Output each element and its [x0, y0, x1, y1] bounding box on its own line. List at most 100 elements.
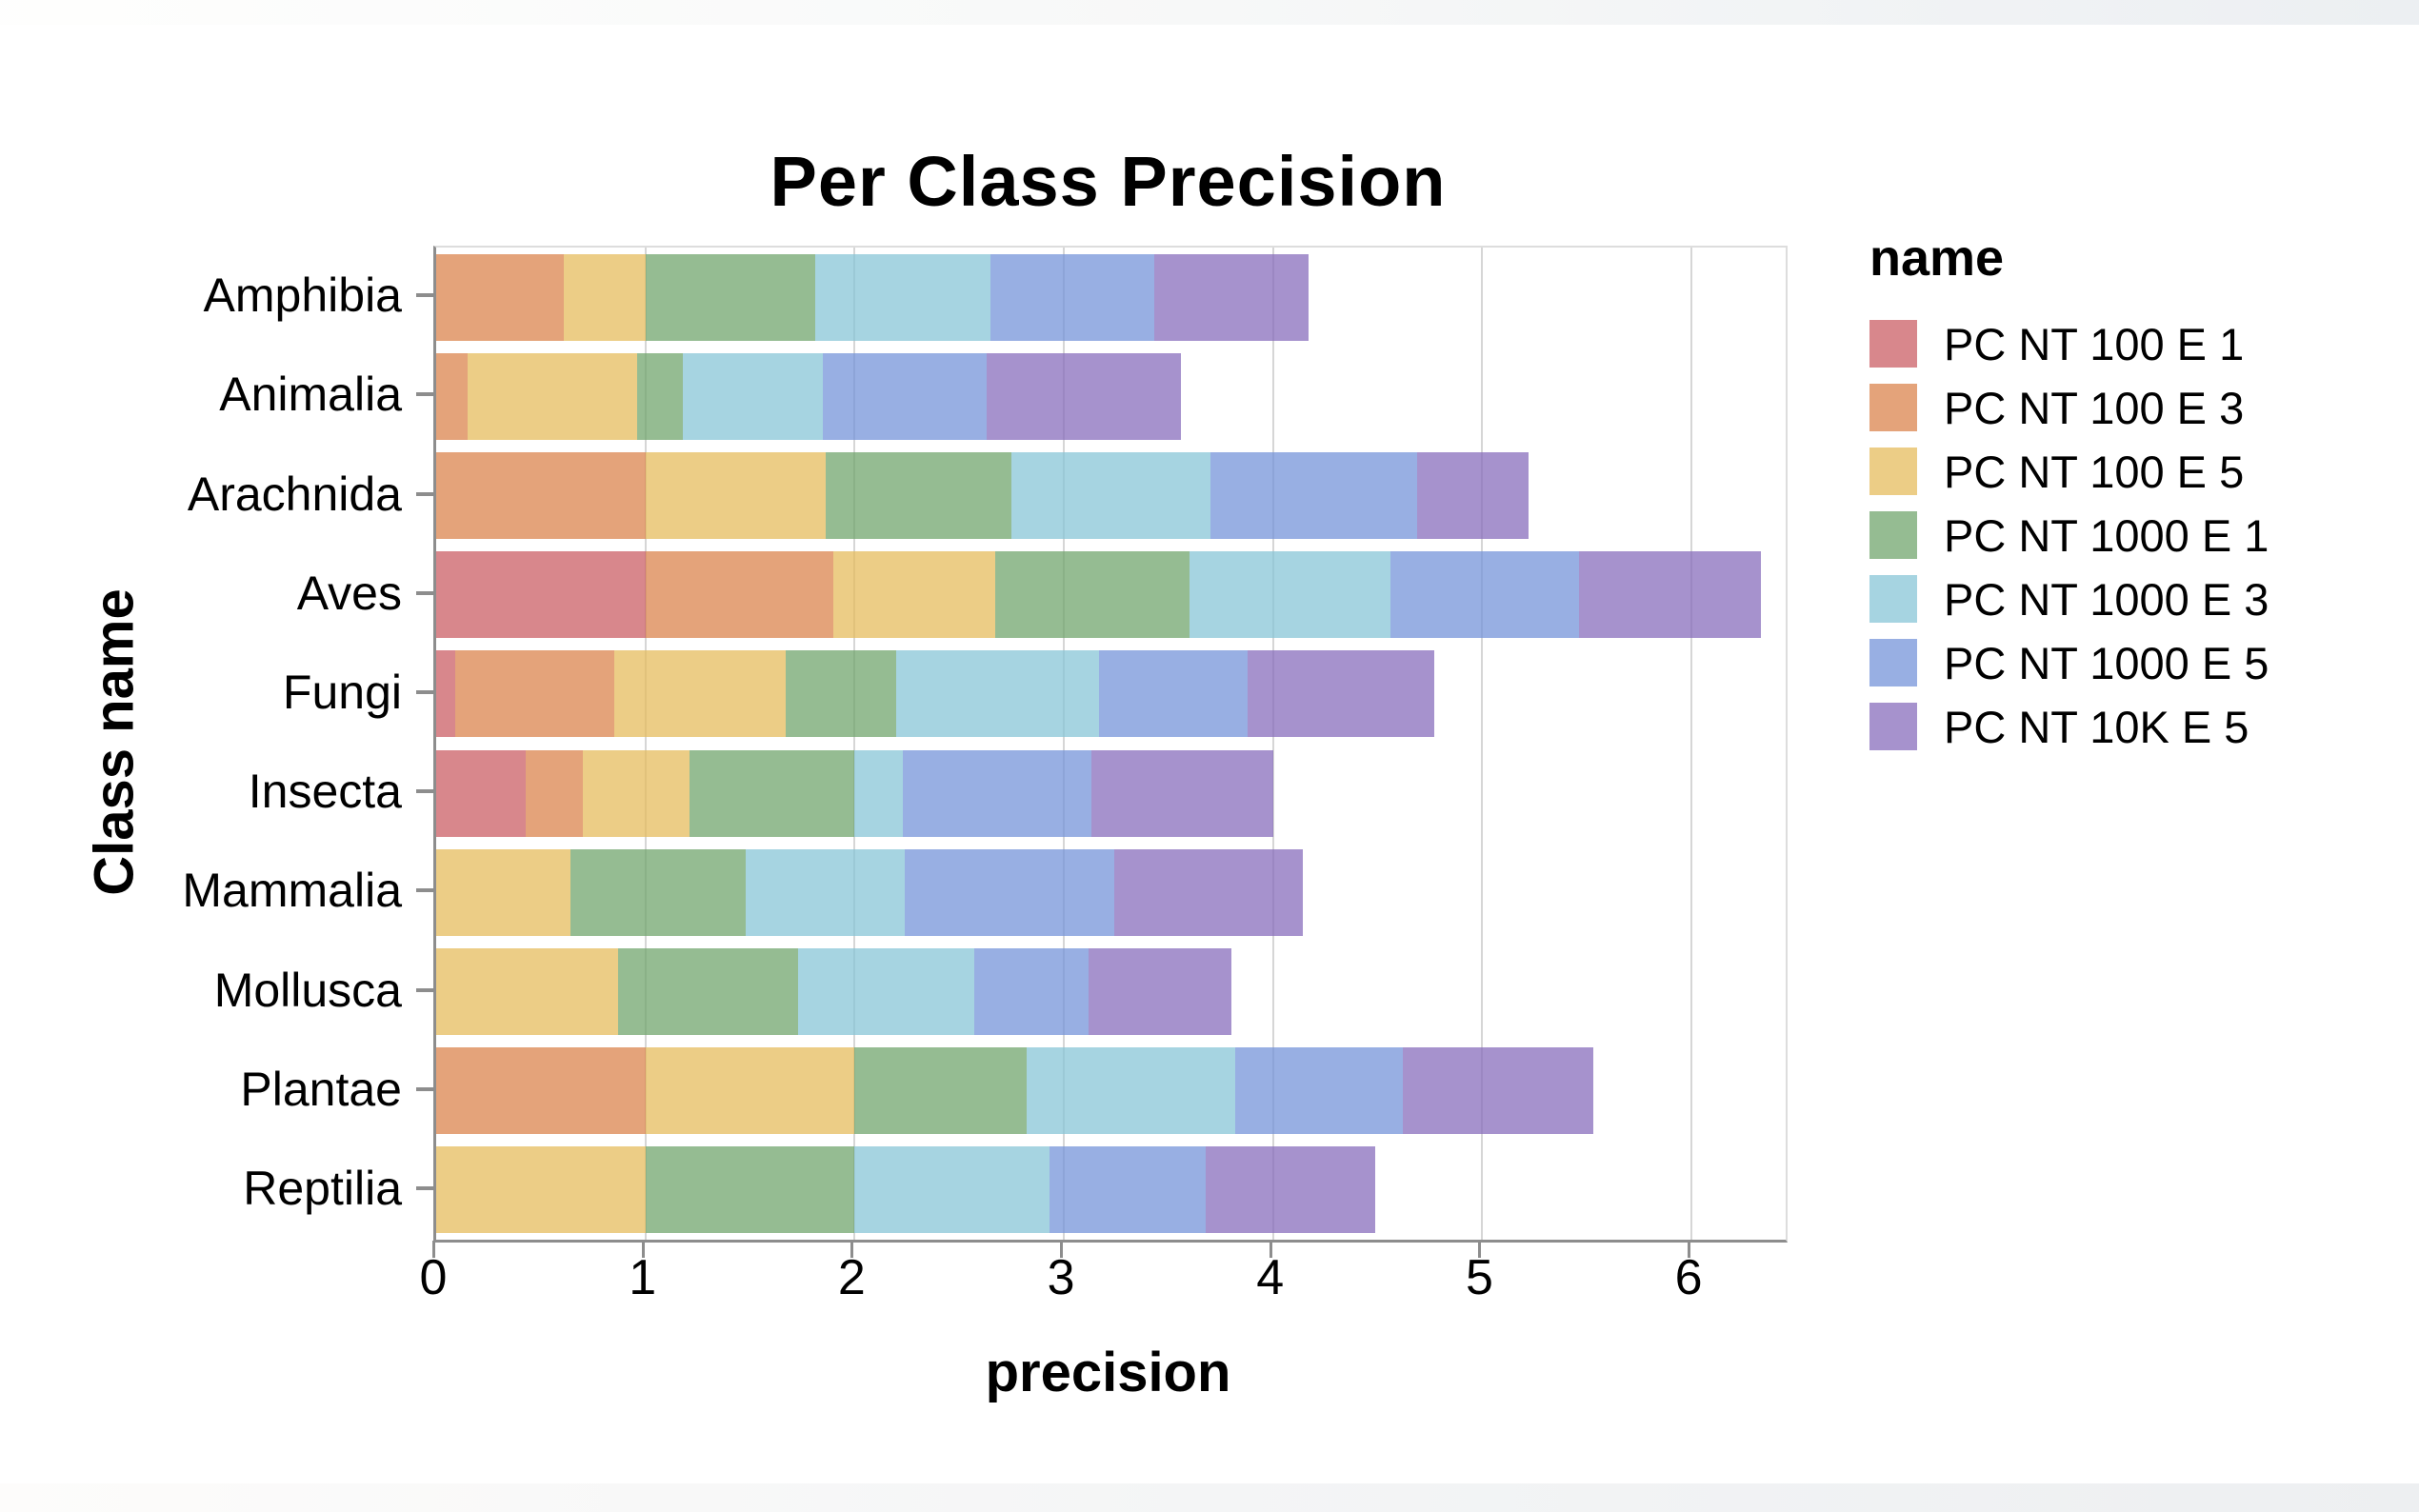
y-tick	[416, 491, 433, 496]
y-tick-label-insecta: Insecta	[248, 765, 402, 819]
x-tick-label: 6	[1674, 1250, 1703, 1305]
bar-row-fungi	[436, 650, 1786, 738]
bar-row-reptilia	[436, 1146, 1786, 1234]
y-tick-label-plantae: Plantae	[240, 1062, 402, 1116]
bar-segment	[636, 352, 684, 440]
bar-segment	[1389, 551, 1579, 639]
bar-row-mollusca	[436, 948, 1786, 1035]
bar-segment	[436, 650, 455, 738]
y-tick	[416, 392, 433, 397]
legend-item: PC NT 1000 E 3	[1869, 573, 2269, 625]
legend-items: PC NT 100 E 1 PC NT 100 E 3 PC NT 100 E 5 P…	[1869, 319, 2269, 752]
bar-segment	[1011, 452, 1210, 539]
bar-segment	[436, 1146, 646, 1234]
legend-item: PC NT 1000 E 5	[1869, 637, 2269, 688]
bar-segment	[436, 352, 468, 440]
legend-swatch-icon	[1869, 703, 1917, 750]
legend-swatch-icon	[1869, 384, 1917, 431]
bar-segment	[436, 1047, 646, 1135]
x-tick	[432, 1241, 435, 1258]
bar-segment	[618, 948, 799, 1035]
legend-item: PC NT 100 E 5	[1869, 446, 2269, 497]
y-tick-label-fungi: Fungi	[282, 665, 402, 719]
bar-segment	[986, 352, 1182, 440]
window-bottom-band	[0, 1483, 2419, 1512]
bar-segment	[1089, 948, 1231, 1035]
bar-segment	[1090, 749, 1273, 837]
legend-item: PC NT 1000 E 1	[1869, 510, 2269, 561]
bar-segment	[564, 253, 646, 341]
bar-segment	[683, 352, 824, 440]
bar-segment	[1402, 1047, 1593, 1135]
bar-segment	[994, 551, 1190, 639]
bar-segment	[1235, 1047, 1403, 1135]
bar-segment	[645, 452, 826, 539]
bar-segment	[570, 848, 747, 936]
y-axis-title: Class name	[57, 246, 171, 1238]
bar-segment	[896, 650, 1100, 738]
bar-segment	[1248, 650, 1434, 738]
x-axis-title: precision	[985, 1342, 1231, 1403]
bar-segment	[833, 551, 995, 639]
gridline-x-2	[853, 248, 856, 1240]
bar-segment	[798, 948, 974, 1035]
bar-segment	[973, 948, 1090, 1035]
x-tick-label: 3	[1047, 1250, 1075, 1305]
bar-segment	[823, 352, 987, 440]
bar-row-mammalia	[436, 848, 1786, 936]
bar-segment	[1210, 452, 1418, 539]
bar-segment	[990, 253, 1154, 341]
legend-label: PC NT 10K E 5	[1944, 701, 2249, 752]
bar-segment	[689, 749, 855, 837]
bar-row-animalia	[436, 352, 1786, 440]
x-tick-label: 1	[629, 1250, 657, 1305]
legend-label: PC NT 100 E 5	[1944, 446, 2245, 497]
plot-area	[433, 246, 1788, 1243]
y-tick	[416, 1185, 433, 1190]
bar-segment	[526, 749, 583, 837]
x-tick	[1060, 1241, 1064, 1258]
bar-segment	[454, 650, 614, 738]
bar-row-amphibia	[436, 253, 1786, 341]
gridline-x-1	[644, 248, 647, 1240]
legend-label: PC NT 1000 E 3	[1944, 573, 2269, 625]
bar-segment	[436, 749, 527, 837]
legend-label: PC NT 100 E 3	[1944, 382, 2245, 433]
x-tick-label: 5	[1465, 1250, 1493, 1305]
y-tick-label-mammalia: Mammalia	[182, 864, 402, 918]
bar-segment	[467, 352, 637, 440]
gridline-x-5	[1481, 248, 1484, 1240]
x-tick-label: 0	[419, 1250, 448, 1305]
x-tick	[641, 1241, 645, 1258]
y-tick-label-aves: Aves	[296, 566, 402, 620]
y-tick-label-reptilia: Reptilia	[243, 1161, 402, 1215]
y-tick-label-mollusca: Mollusca	[213, 963, 402, 1017]
bar-segment	[645, 1047, 855, 1135]
bar-segment	[1417, 452, 1529, 539]
bar-segment	[436, 948, 619, 1035]
bar-segment	[854, 1146, 1050, 1234]
gridline-x-3	[1063, 248, 1066, 1240]
y-tick	[416, 789, 433, 794]
bar-segment	[746, 848, 906, 936]
bar-segment	[1099, 650, 1249, 738]
y-axis-title-text: Class name	[83, 587, 146, 896]
y-tick	[416, 689, 433, 694]
bar-segment	[1049, 1146, 1207, 1234]
legend-swatch-icon	[1869, 575, 1917, 623]
bar-row-aves	[436, 551, 1786, 639]
bar-segment	[645, 253, 815, 341]
x-tick	[850, 1241, 854, 1258]
bar-segment	[814, 253, 991, 341]
bar-segment	[582, 749, 690, 837]
bar-segment	[1578, 551, 1761, 639]
bar-segment	[854, 749, 903, 837]
x-tick	[1269, 1241, 1272, 1258]
legend-label: PC NT 1000 E 5	[1944, 637, 2269, 688]
bar-segment	[1189, 551, 1390, 639]
y-tick-label-arachnida: Arachnida	[187, 467, 402, 521]
chart-title: Per Class Precision	[770, 142, 1447, 221]
legend-title: name	[1869, 229, 2005, 287]
y-tick	[416, 888, 433, 893]
